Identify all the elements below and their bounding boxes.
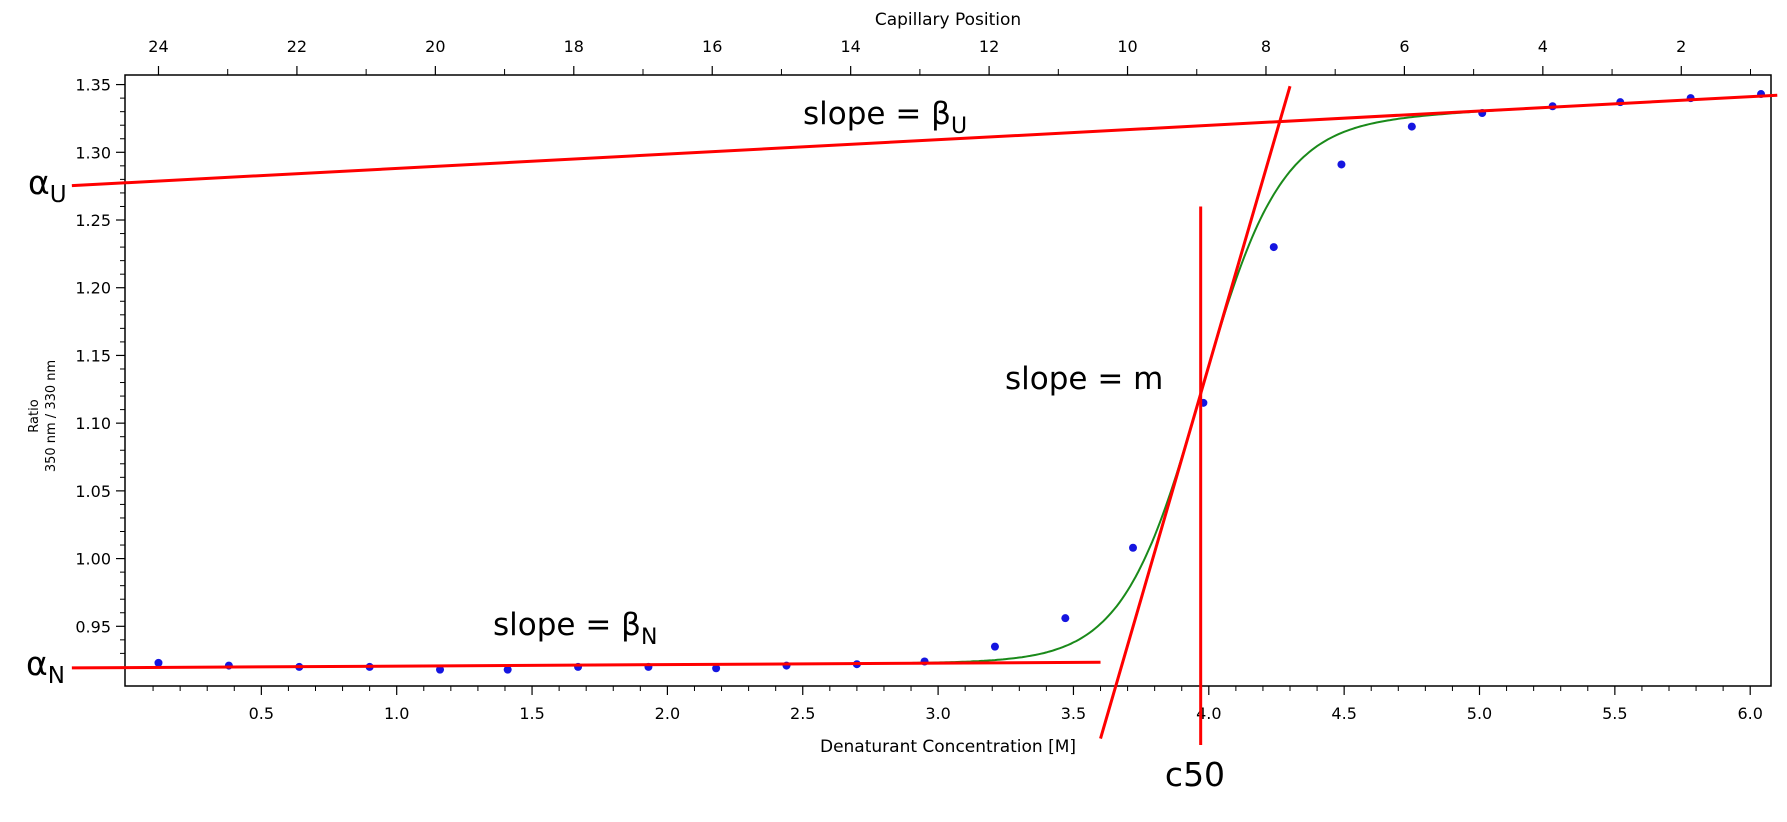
alpha-n-subscript: N — [48, 663, 65, 689]
x-tick-label: 3.5 — [1061, 704, 1086, 723]
plot-frame — [124, 74, 1772, 687]
x-tick-label: 6.0 — [1737, 704, 1762, 723]
y-axis-label-line2: 350 nm / 330 nm — [44, 360, 59, 472]
top-tick-label: 14 — [840, 37, 860, 56]
top-tick-label: 22 — [287, 37, 307, 56]
tangent-line — [1099, 85, 1292, 739]
data-point — [436, 665, 445, 674]
slope-m-annotation: slope = m — [1005, 361, 1163, 397]
slope-beta-u-annotation: slope = βU — [803, 96, 967, 139]
y-tick-label: 0.95 — [75, 617, 111, 636]
x-tick-label: 3.0 — [925, 704, 950, 723]
alpha-u-symbol: α — [28, 163, 50, 202]
annotation-lines-layer — [71, 85, 1778, 745]
data-point — [1407, 122, 1416, 131]
slope-beta-u-subscript: U — [951, 114, 967, 139]
x-tick-label: 4.0 — [1196, 704, 1221, 723]
data-point — [503, 665, 512, 674]
top-tick-label: 20 — [425, 37, 445, 56]
x-tick-label: 5.0 — [1467, 704, 1492, 723]
x-tick-label: 1.0 — [384, 704, 409, 723]
y-tick-label: 1.15 — [75, 346, 111, 365]
x-tick-label: 1.5 — [519, 704, 544, 723]
alpha-n-annotation: αN — [26, 644, 65, 689]
top-axis-label: Capillary Position — [875, 10, 1021, 30]
data-point — [1061, 614, 1070, 623]
annotation-text-layer: Denaturant Concentration [M] Capillary P… — [26, 10, 1225, 794]
top-tick-label: 18 — [564, 37, 584, 56]
top-tick-label: 16 — [702, 37, 722, 56]
y-tick-label: 1.35 — [75, 76, 111, 95]
alpha-n-symbol: α — [26, 644, 48, 683]
data-point — [1129, 543, 1138, 552]
data-point — [154, 658, 163, 667]
x-tick-label: 2.0 — [655, 704, 680, 723]
fit-layer — [158, 95, 1762, 669]
y-tick-label: 1.00 — [75, 550, 111, 569]
x-tick-label: 0.5 — [249, 704, 274, 723]
slope-beta-n-subscript: N — [641, 625, 657, 650]
x-tick-label: 5.5 — [1602, 704, 1627, 723]
x-tick-label: 2.5 — [790, 704, 815, 723]
y-tick-label: 1.30 — [75, 143, 111, 162]
top-tick-label: 12 — [979, 37, 999, 56]
points-layer — [154, 90, 1766, 674]
top-tick-label: 8 — [1261, 37, 1271, 56]
y-tick-label: 1.05 — [75, 482, 111, 501]
alpha-u-subscript: U — [50, 182, 67, 208]
slope-beta-n-annotation: slope = βN — [493, 607, 657, 650]
data-point — [1337, 160, 1346, 169]
top-tick-label: 10 — [1117, 37, 1137, 56]
c50-annotation: c50 — [1165, 755, 1225, 794]
x-tick-label: 4.5 — [1331, 704, 1356, 723]
x-axis-label: Denaturant Concentration [M] — [820, 737, 1076, 757]
y-tick-label: 1.25 — [75, 211, 111, 230]
lower-baseline-line — [71, 660, 1101, 670]
y-tick-label: 1.20 — [75, 279, 111, 298]
alpha-u-annotation: αU — [28, 163, 67, 208]
upper-baseline-line — [71, 93, 1778, 188]
top-tick-label: 24 — [148, 37, 168, 56]
data-point — [1269, 243, 1278, 252]
y-tick-label: 1.10 — [75, 414, 111, 433]
slope-beta-u-text: slope = β — [803, 96, 951, 132]
data-point — [990, 642, 999, 651]
y-axis-label-line1: Ratio — [27, 399, 42, 432]
axes-layer: 0.5 1.0 1.5 2.0 2.5 3.0 3.5 4.0 4.5 5.0 5.5 6.0 0.95… — [75, 37, 1772, 723]
top-tick-label: 4 — [1538, 37, 1548, 56]
top-tick-label: 6 — [1399, 37, 1409, 56]
top-tick-label: 2 — [1676, 37, 1686, 56]
slope-beta-n-text: slope = β — [493, 607, 641, 643]
fit-curve — [158, 95, 1762, 669]
data-point — [712, 664, 721, 673]
